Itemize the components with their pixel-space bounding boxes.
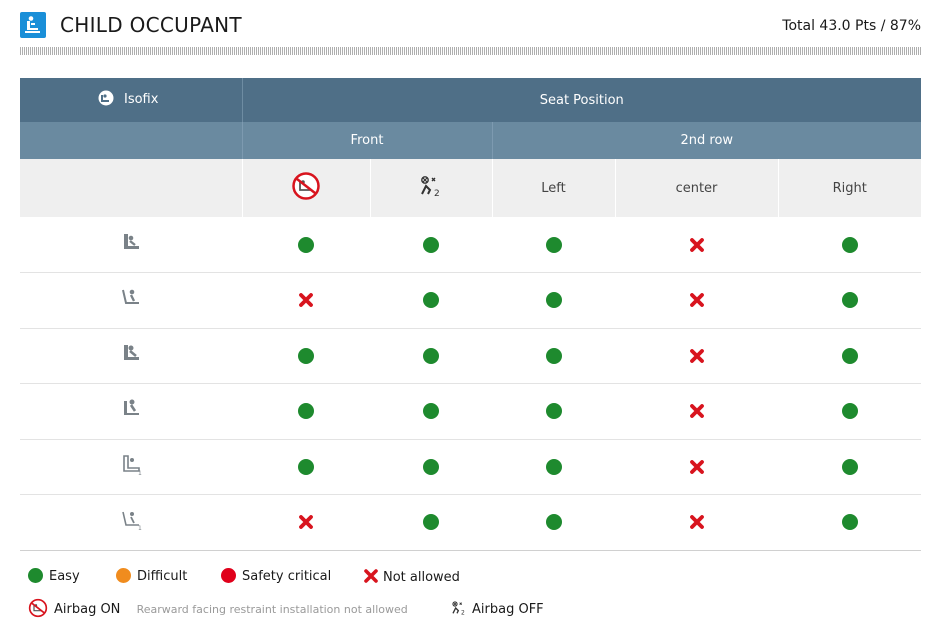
easy-dot-icon (492, 272, 615, 329)
easy-dot-icon (778, 272, 922, 329)
not-allowed-cross-icon (242, 494, 370, 551)
easy-dot-icon (242, 328, 370, 384)
svg-text:1: 1 (138, 525, 142, 532)
not-allowed-cross-icon (615, 217, 778, 273)
easy-dot-icon (242, 383, 370, 440)
subheader-blank (20, 122, 243, 159)
child-seat-table: Isofix Seat Position Front 2nd row 2 Lef… (20, 78, 922, 551)
easy-dot-icon (492, 494, 615, 551)
svg-text:2: 2 (461, 610, 465, 616)
hatch-divider (20, 47, 921, 55)
airbag-on-icon (291, 172, 321, 205)
legend-safety-critical: Safety critical (221, 568, 331, 584)
not-allowed-cross-icon (242, 272, 370, 329)
column-header-airbag-on (242, 159, 371, 217)
easy-dot-icon (242, 439, 370, 495)
svg-text:1: 1 (138, 470, 142, 477)
table-row: 1 (20, 494, 922, 551)
easy-dot-icon (242, 217, 370, 273)
table-row (20, 328, 922, 384)
front-header: Front (242, 122, 493, 159)
not-allowed-cross-icon (615, 272, 778, 329)
column-header-center: center (615, 159, 779, 217)
easy-dot-icon (370, 439, 492, 495)
not-allowed-cross-icon (615, 383, 778, 440)
isofix-icon (98, 90, 114, 110)
airbag-off-icon: 2 (418, 176, 444, 202)
easy-dot-icon (778, 217, 922, 273)
second-row-header: 2nd row (492, 122, 922, 159)
easy-dot-icon (370, 383, 492, 440)
seat-position-header: Seat Position (242, 78, 922, 122)
isofix-header: Isofix (20, 78, 243, 122)
easy-dot-icon (370, 217, 492, 273)
not-allowed-cross-icon (615, 328, 778, 384)
easy-dot-icon (778, 383, 922, 440)
easy-dot-icon (778, 328, 922, 384)
easy-dot-icon (370, 494, 492, 551)
airbag-on-note: Rearward facing restraint installation n… (136, 603, 408, 616)
child-seat-type-icon (20, 217, 242, 273)
airbag-on-legend-icon (28, 598, 48, 618)
not-allowed-cross-icon (364, 569, 378, 583)
airbag-off-label: Airbag OFF (472, 602, 544, 617)
easy-dot-icon (778, 494, 922, 551)
column-header-blank (20, 159, 243, 217)
airbag-on-label: Airbag ON (54, 602, 121, 617)
easy-dot-icon (492, 383, 615, 440)
table-row (20, 272, 922, 329)
easy-dot-icon (28, 568, 43, 583)
legend-airbag: Airbag ON Rearward facing restraint inst… (28, 598, 544, 618)
column-header-right: Right (778, 159, 922, 217)
easy-dot-icon (778, 439, 922, 495)
column-header-left: Left (492, 159, 616, 217)
legend-easy: Easy (28, 568, 80, 584)
column-header-airbag-off: 2 (370, 159, 493, 217)
legend-not-allowed: Not allowed (363, 568, 460, 585)
child-seat-type-icon (20, 272, 242, 329)
easy-dot-icon (492, 439, 615, 495)
child-seat-type-icon (20, 383, 242, 440)
easy-dot-icon (370, 272, 492, 329)
easy-dot-icon (492, 217, 615, 273)
svg-text:2: 2 (434, 189, 440, 198)
safety-critical-dot-icon (221, 568, 236, 583)
table-row: 1 (20, 439, 922, 495)
easy-dot-icon (492, 328, 615, 384)
isofix-label: Isofix (124, 92, 159, 107)
section-header: CHILD OCCUPANT Total 43.0 Pts / 87% (20, 12, 921, 38)
difficult-dot-icon (116, 568, 131, 583)
total-score: Total 43.0 Pts / 87% (782, 18, 921, 34)
airbag-off-legend-icon: 2 (452, 601, 465, 617)
child-seat-type-icon: 1 (20, 439, 242, 495)
legend-difficult: Difficult (116, 568, 187, 584)
child-seat-icon (20, 12, 46, 38)
table-row (20, 383, 922, 440)
table-row (20, 217, 922, 273)
not-allowed-cross-icon (615, 494, 778, 551)
child-seat-type-icon: 1 (20, 494, 242, 551)
easy-dot-icon (370, 328, 492, 384)
not-allowed-cross-icon (615, 439, 778, 495)
page-title: CHILD OCCUPANT (60, 13, 242, 37)
child-seat-type-icon (20, 328, 242, 384)
